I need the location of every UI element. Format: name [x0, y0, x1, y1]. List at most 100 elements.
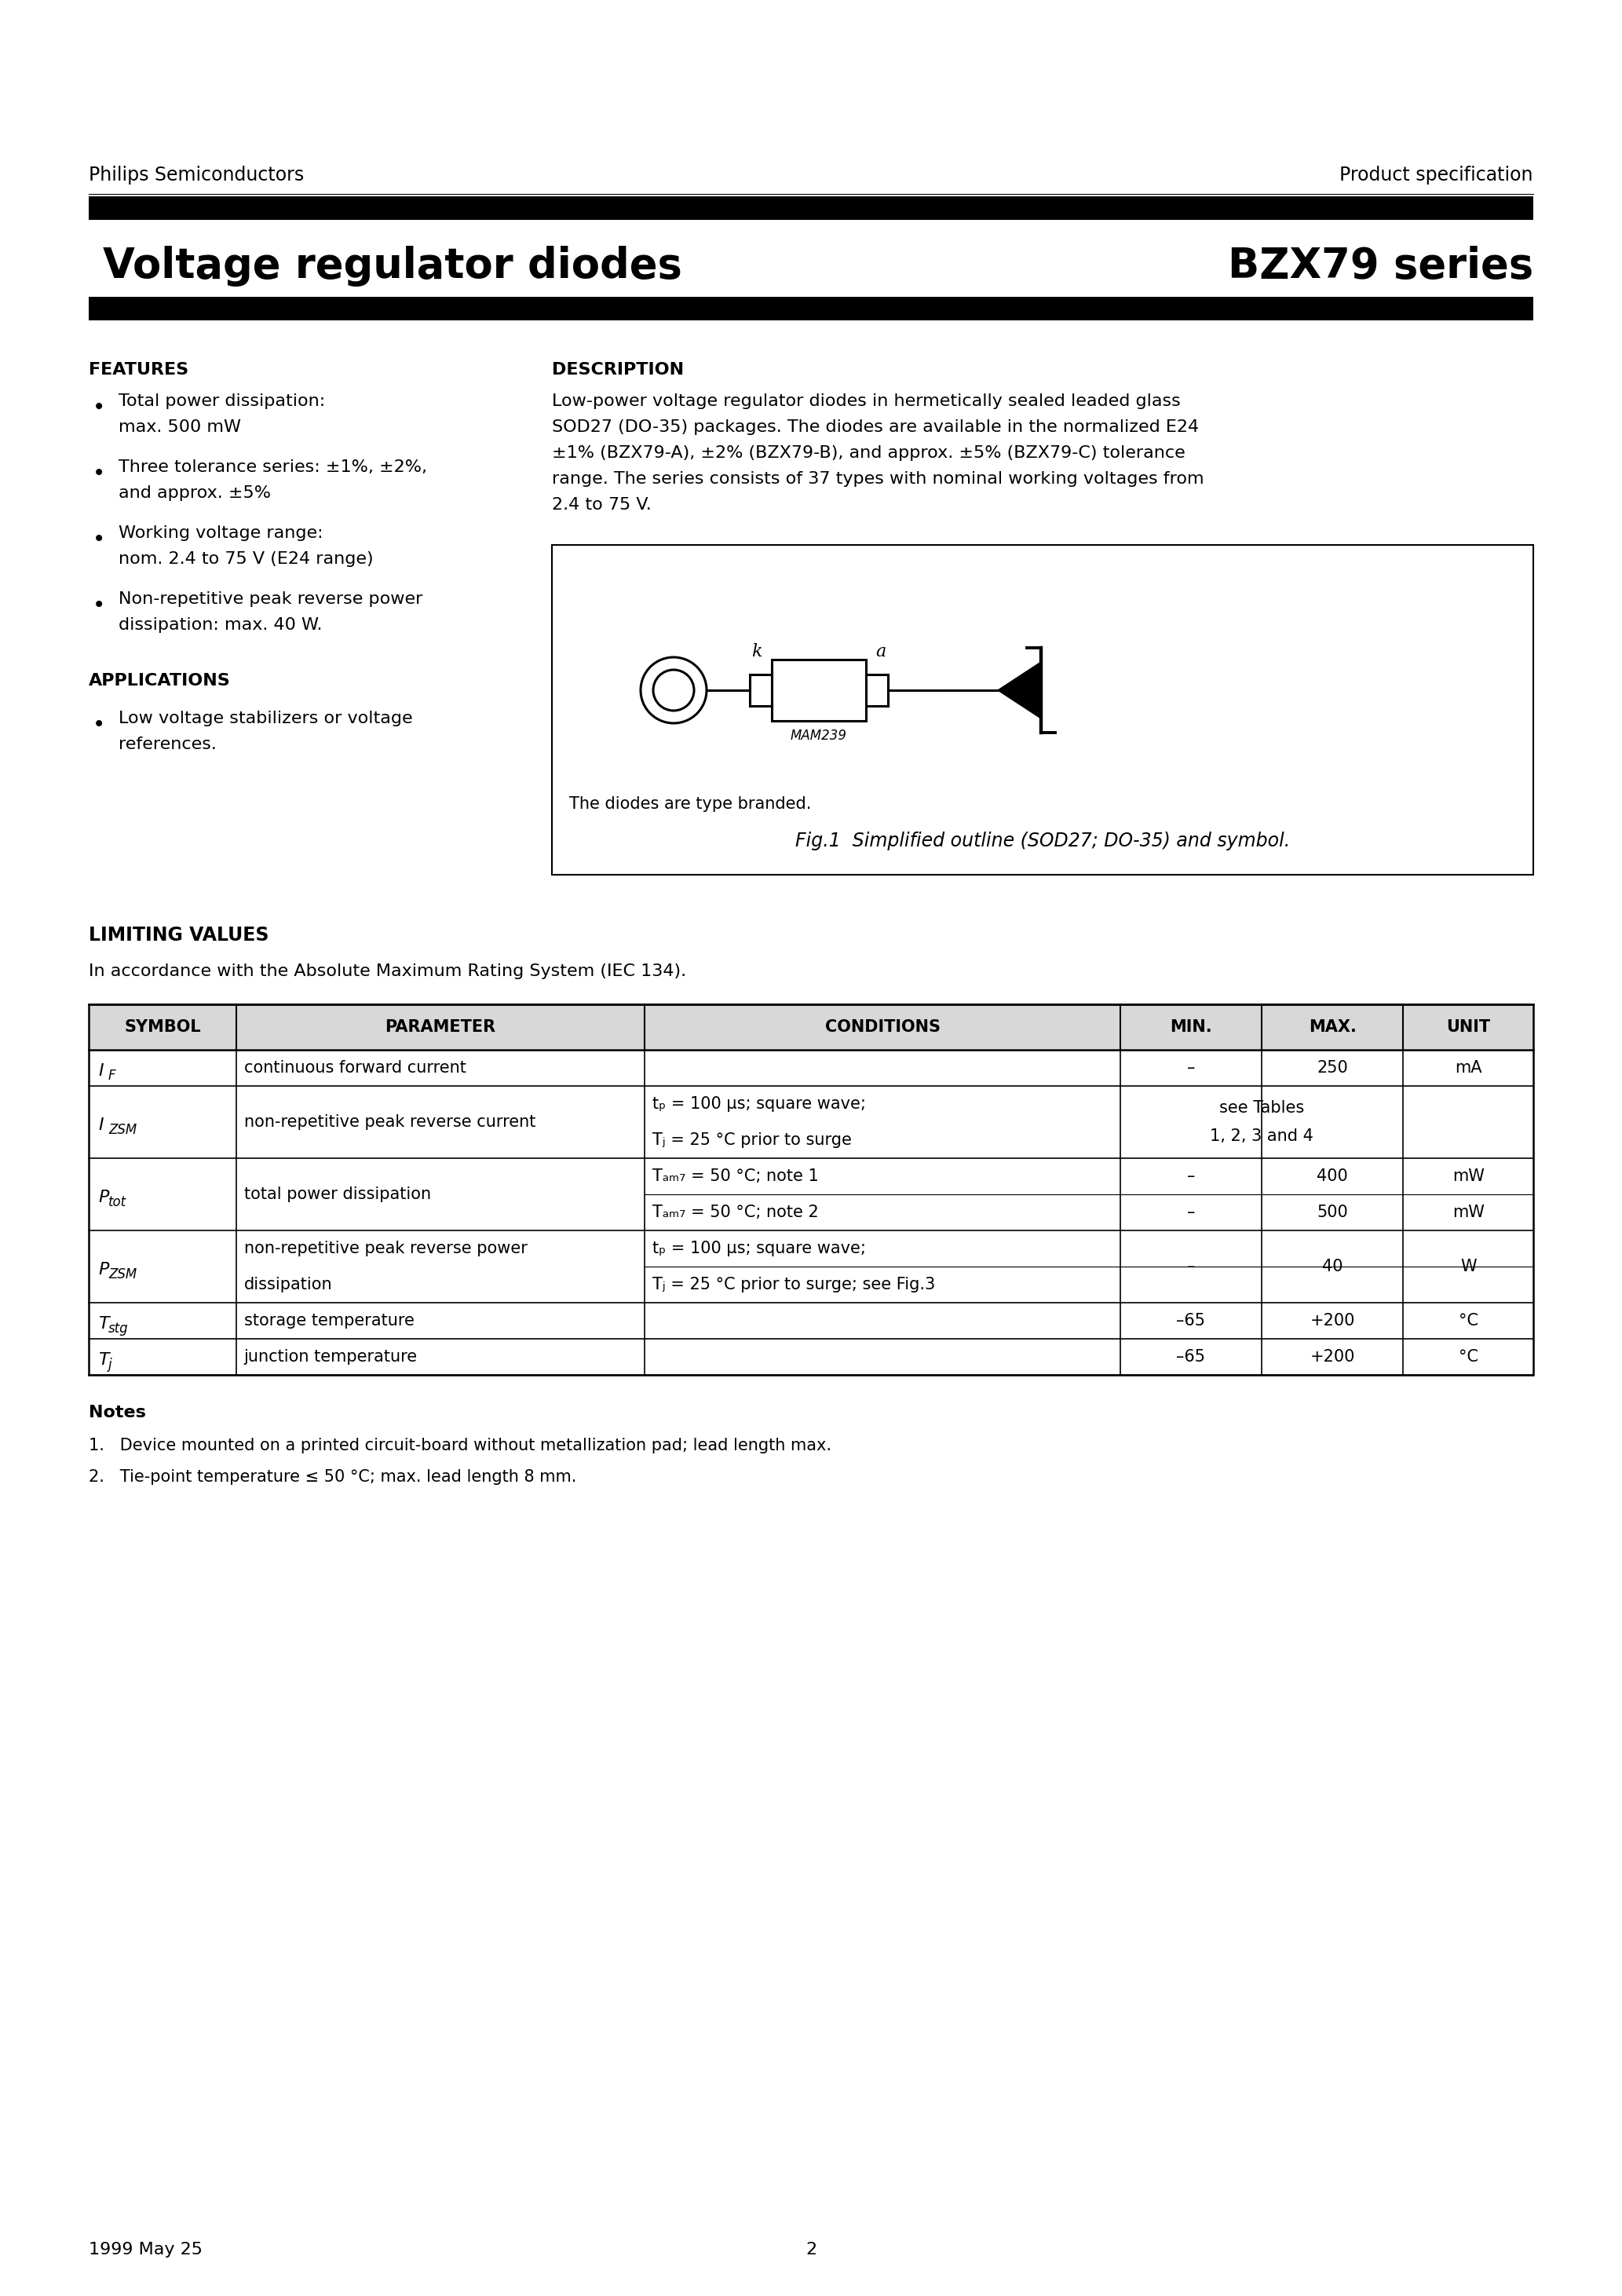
Text: non-repetitive peak reverse power: non-repetitive peak reverse power: [243, 1240, 527, 1256]
Text: T: T: [99, 1316, 109, 1332]
Text: tₚ = 100 μs; square wave;: tₚ = 100 μs; square wave;: [652, 1240, 866, 1256]
Text: +200: +200: [1311, 1350, 1354, 1364]
Text: –: –: [1187, 1258, 1195, 1274]
Text: •: •: [92, 461, 105, 484]
Text: 2.4 to 75 V.: 2.4 to 75 V.: [551, 496, 652, 512]
Text: ±1% (BZX79-A), ±2% (BZX79-B), and approx. ±5% (BZX79-C) tolerance: ±1% (BZX79-A), ±2% (BZX79-B), and approx…: [551, 445, 1186, 461]
Text: I: I: [99, 1063, 104, 1079]
Text: –: –: [1187, 1169, 1195, 1185]
Text: Low voltage stabilizers or voltage: Low voltage stabilizers or voltage: [118, 712, 412, 726]
Text: Tⱼ = 25 °C prior to surge: Tⱼ = 25 °C prior to surge: [652, 1132, 852, 1148]
Text: junction temperature: junction temperature: [243, 1350, 417, 1364]
Text: Voltage regulator diodes: Voltage regulator diodes: [102, 246, 683, 287]
Text: 2: 2: [806, 2241, 816, 2257]
Text: Tⱼ = 25 °C prior to surge; see Fig.3: Tⱼ = 25 °C prior to surge; see Fig.3: [652, 1277, 936, 1293]
Text: SYMBOL: SYMBOL: [123, 1019, 201, 1035]
Bar: [89, 296, 1533, 321]
Text: dissipation: dissipation: [243, 1277, 333, 1293]
Text: 1.   Device mounted on a printed circuit-board without metallization pad; lead l: 1. Device mounted on a printed circuit-b…: [89, 1437, 832, 1453]
Text: nom. 2.4 to 75 V (E24 range): nom. 2.4 to 75 V (E24 range): [118, 551, 373, 567]
Text: MAX.: MAX.: [1309, 1019, 1356, 1035]
Text: BZX79 series: BZX79 series: [1228, 246, 1533, 287]
Text: continuous forward current: continuous forward current: [243, 1061, 466, 1077]
Text: 250: 250: [1317, 1061, 1348, 1077]
Text: tot: tot: [109, 1196, 127, 1210]
Text: The diodes are type branded.: The diodes are type branded.: [569, 797, 811, 813]
Text: •: •: [92, 528, 105, 551]
Text: Tₐₘ₇ = 50 °C; note 1: Tₐₘ₇ = 50 °C; note 1: [652, 1169, 819, 1185]
Text: ZSM: ZSM: [109, 1123, 136, 1137]
Bar: [89, 1157, 1533, 1231]
Text: •: •: [92, 397, 105, 418]
Bar: [89, 1339, 1533, 1375]
Text: •: •: [92, 595, 105, 615]
Text: stg: stg: [109, 1322, 128, 1336]
Text: W: W: [1460, 1258, 1476, 1274]
Text: 1999 May 25: 1999 May 25: [89, 2241, 203, 2257]
Text: °C: °C: [1458, 1350, 1478, 1364]
Text: FEATURES: FEATURES: [89, 363, 188, 379]
Text: CONDITIONS: CONDITIONS: [826, 1019, 941, 1035]
Text: Three tolerance series: ±1%, ±2%,: Three tolerance series: ±1%, ±2%,: [118, 459, 427, 475]
Text: APPLICATIONS: APPLICATIONS: [89, 673, 230, 689]
Text: P: P: [99, 1189, 109, 1205]
Text: max. 500 mW: max. 500 mW: [118, 420, 242, 434]
Text: Working voltage range:: Working voltage range:: [118, 526, 323, 542]
Text: mA: mA: [1455, 1061, 1483, 1077]
Text: Low-power voltage regulator diodes in hermetically sealed leaded glass: Low-power voltage regulator diodes in he…: [551, 393, 1181, 409]
Bar: [89, 1049, 1533, 1086]
Text: see Tables: see Tables: [1220, 1100, 1304, 1116]
Text: °C: °C: [1458, 1313, 1478, 1329]
Text: DESCRIPTION: DESCRIPTION: [551, 363, 684, 379]
Text: Notes: Notes: [89, 1405, 146, 1421]
Text: PARAMETER: PARAMETER: [384, 1019, 496, 1035]
Text: •: •: [92, 714, 105, 735]
Text: a: a: [876, 643, 886, 661]
Text: –65: –65: [1176, 1313, 1205, 1329]
Bar: [89, 1003, 1533, 1375]
Text: UNIT: UNIT: [1447, 1019, 1491, 1035]
Text: –65: –65: [1176, 1350, 1205, 1364]
Text: 400: 400: [1317, 1169, 1348, 1185]
Text: total power dissipation: total power dissipation: [243, 1187, 431, 1203]
Bar: [772, 659, 866, 721]
Text: references.: references.: [118, 737, 217, 753]
Text: I: I: [99, 1118, 104, 1134]
Text: dissipation: max. 40 W.: dissipation: max. 40 W.: [118, 618, 323, 634]
Text: range. The series consists of 37 types with nominal working voltages from: range. The series consists of 37 types w…: [551, 471, 1204, 487]
Bar: [89, 1086, 1533, 1157]
Text: 500: 500: [1317, 1205, 1348, 1219]
Text: ZSM: ZSM: [109, 1267, 136, 1281]
Text: mW: mW: [1452, 1205, 1484, 1219]
Text: Non-repetitive peak reverse power: Non-repetitive peak reverse power: [118, 592, 423, 606]
Text: non-repetitive peak reverse current: non-repetitive peak reverse current: [243, 1114, 535, 1130]
Text: 2.   Tie-point temperature ≤ 50 °C; max. lead length 8 mm.: 2. Tie-point temperature ≤ 50 °C; max. l…: [89, 1469, 576, 1486]
Text: Philips Semiconductors: Philips Semiconductors: [89, 165, 303, 184]
Text: LIMITING VALUES: LIMITING VALUES: [89, 925, 269, 944]
Text: SOD27 (DO-35) packages. The diodes are available in the normalized E24: SOD27 (DO-35) packages. The diodes are a…: [551, 420, 1199, 434]
Text: –: –: [1187, 1205, 1195, 1219]
Text: MAM239: MAM239: [790, 728, 847, 744]
Bar: [89, 195, 1533, 220]
Text: Product specification: Product specification: [1340, 165, 1533, 184]
Text: –: –: [1187, 1061, 1195, 1077]
Bar: [551, 544, 1533, 875]
Text: In accordance with the Absolute Maximum Rating System (IEC 134).: In accordance with the Absolute Maximum …: [89, 964, 686, 978]
Text: j: j: [109, 1357, 112, 1371]
Text: P: P: [99, 1263, 109, 1277]
Text: k: k: [751, 643, 762, 661]
Text: Fig.1  Simplified outline (SOD27; DO-35) and symbol.: Fig.1 Simplified outline (SOD27; DO-35) …: [795, 831, 1289, 850]
Text: storage temperature: storage temperature: [243, 1313, 414, 1329]
Text: Tₐₘ₇ = 50 °C; note 2: Tₐₘ₇ = 50 °C; note 2: [652, 1205, 819, 1219]
Text: 1, 2, 3 and 4: 1, 2, 3 and 4: [1210, 1127, 1314, 1143]
Bar: [89, 1302, 1533, 1339]
Text: T: T: [99, 1352, 109, 1368]
Text: F: F: [109, 1068, 115, 1084]
Text: +200: +200: [1311, 1313, 1354, 1329]
Text: and approx. ±5%: and approx. ±5%: [118, 484, 271, 501]
Text: MIN.: MIN.: [1169, 1019, 1212, 1035]
Text: tₚ = 100 μs; square wave;: tₚ = 100 μs; square wave;: [652, 1095, 866, 1111]
Text: Total power dissipation:: Total power dissipation:: [118, 393, 326, 409]
Bar: [89, 1231, 1533, 1302]
Polygon shape: [998, 661, 1041, 719]
